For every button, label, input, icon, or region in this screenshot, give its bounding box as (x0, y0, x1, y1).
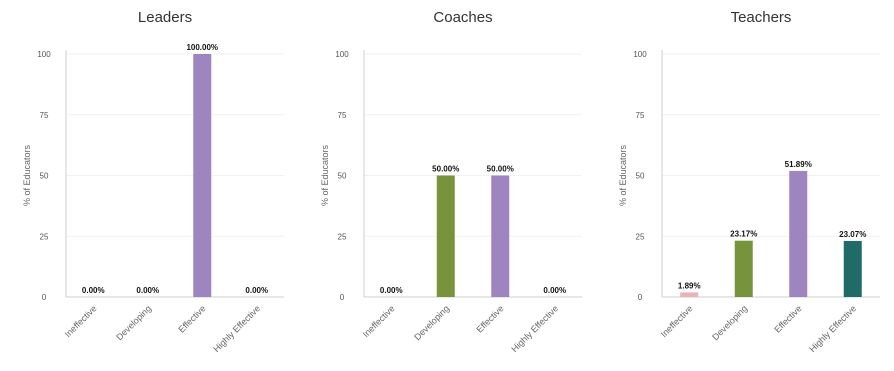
chart-title: Teachers (731, 9, 792, 26)
data-label: 0.00% (136, 286, 159, 295)
chart-panel-leaders: Leaders % of Educators 0 25 50 75 100 0.00% Inef… (0, 0, 298, 371)
x-tick-label: Highly Effective (509, 303, 560, 354)
y-tick-label: 75 (636, 111, 645, 120)
data-label: 100.00% (186, 43, 218, 52)
y-tick-label: 75 (338, 111, 347, 120)
data-label: 0.00% (245, 286, 268, 295)
y-tick-label: 100 (37, 50, 51, 59)
bar (734, 240, 753, 297)
chart-panel-teachers: Teachers % of Educators 0 25 50 75 100 1.89% Ine… (596, 0, 894, 371)
data-label: 50.00% (432, 165, 459, 174)
chart-title: Coaches (433, 9, 492, 26)
x-tick-label: Effective (772, 303, 803, 334)
x-tick-label: Ineffective (63, 303, 99, 339)
y-tick-label: 50 (636, 172, 645, 181)
bar (843, 240, 862, 297)
y-tick-label: 50 (40, 172, 49, 181)
y-tick-label: 100 (335, 50, 349, 59)
data-label: 1.89% (678, 281, 701, 290)
data-label: 0.00% (543, 286, 566, 295)
y-tick-label: 0 (42, 293, 47, 302)
y-tick-label: 0 (638, 293, 643, 302)
data-label: 50.00% (487, 165, 514, 174)
x-tick-label: Highly Effective (211, 303, 262, 354)
bar (789, 170, 808, 297)
x-tick-label: Effective (474, 303, 505, 334)
chart-panel-coaches: Coaches % of Educators 0 25 50 75 100 0.00% Inef… (298, 0, 596, 371)
x-tick-label: Ineffective (659, 303, 695, 339)
bar (680, 292, 699, 297)
y-axis-label: % of Educators (22, 144, 32, 206)
x-tick-label: Highly Effective (807, 303, 858, 354)
x-tick-label: Developing (710, 303, 749, 342)
data-label: 51.89% (785, 160, 812, 169)
data-label: 23.07% (839, 230, 866, 239)
y-tick-label: 25 (338, 232, 347, 241)
data-label: 23.17% (730, 230, 757, 239)
y-tick-label: 0 (340, 293, 345, 302)
x-tick-label: Developing (412, 303, 451, 342)
y-tick-label: 25 (636, 232, 645, 241)
bar-chart-teachers: Teachers % of Educators 0 25 50 75 100 1.89% Ine… (618, 9, 880, 354)
y-tick-label: 100 (633, 50, 647, 59)
x-tick-label: Effective (176, 303, 207, 334)
bar (491, 175, 510, 297)
bar-chart-coaches: Coaches % of Educators 0 25 50 75 100 0.00% Inef… (320, 9, 582, 354)
chart-title: Leaders (138, 9, 192, 26)
x-tick-label: Ineffective (361, 303, 397, 339)
data-label: 0.00% (82, 286, 105, 295)
y-tick-label: 50 (338, 172, 347, 181)
y-tick-label: 25 (40, 232, 49, 241)
bar (436, 175, 455, 297)
bar-chart-leaders: Leaders % of Educators 0 25 50 75 100 0.00% Inef… (22, 9, 284, 354)
bar (193, 54, 212, 297)
y-axis-label: % of Educators (320, 144, 330, 206)
x-tick-label: Developing (114, 303, 153, 342)
y-tick-label: 75 (40, 111, 49, 120)
y-axis-label: % of Educators (618, 144, 628, 206)
data-label: 0.00% (380, 286, 403, 295)
